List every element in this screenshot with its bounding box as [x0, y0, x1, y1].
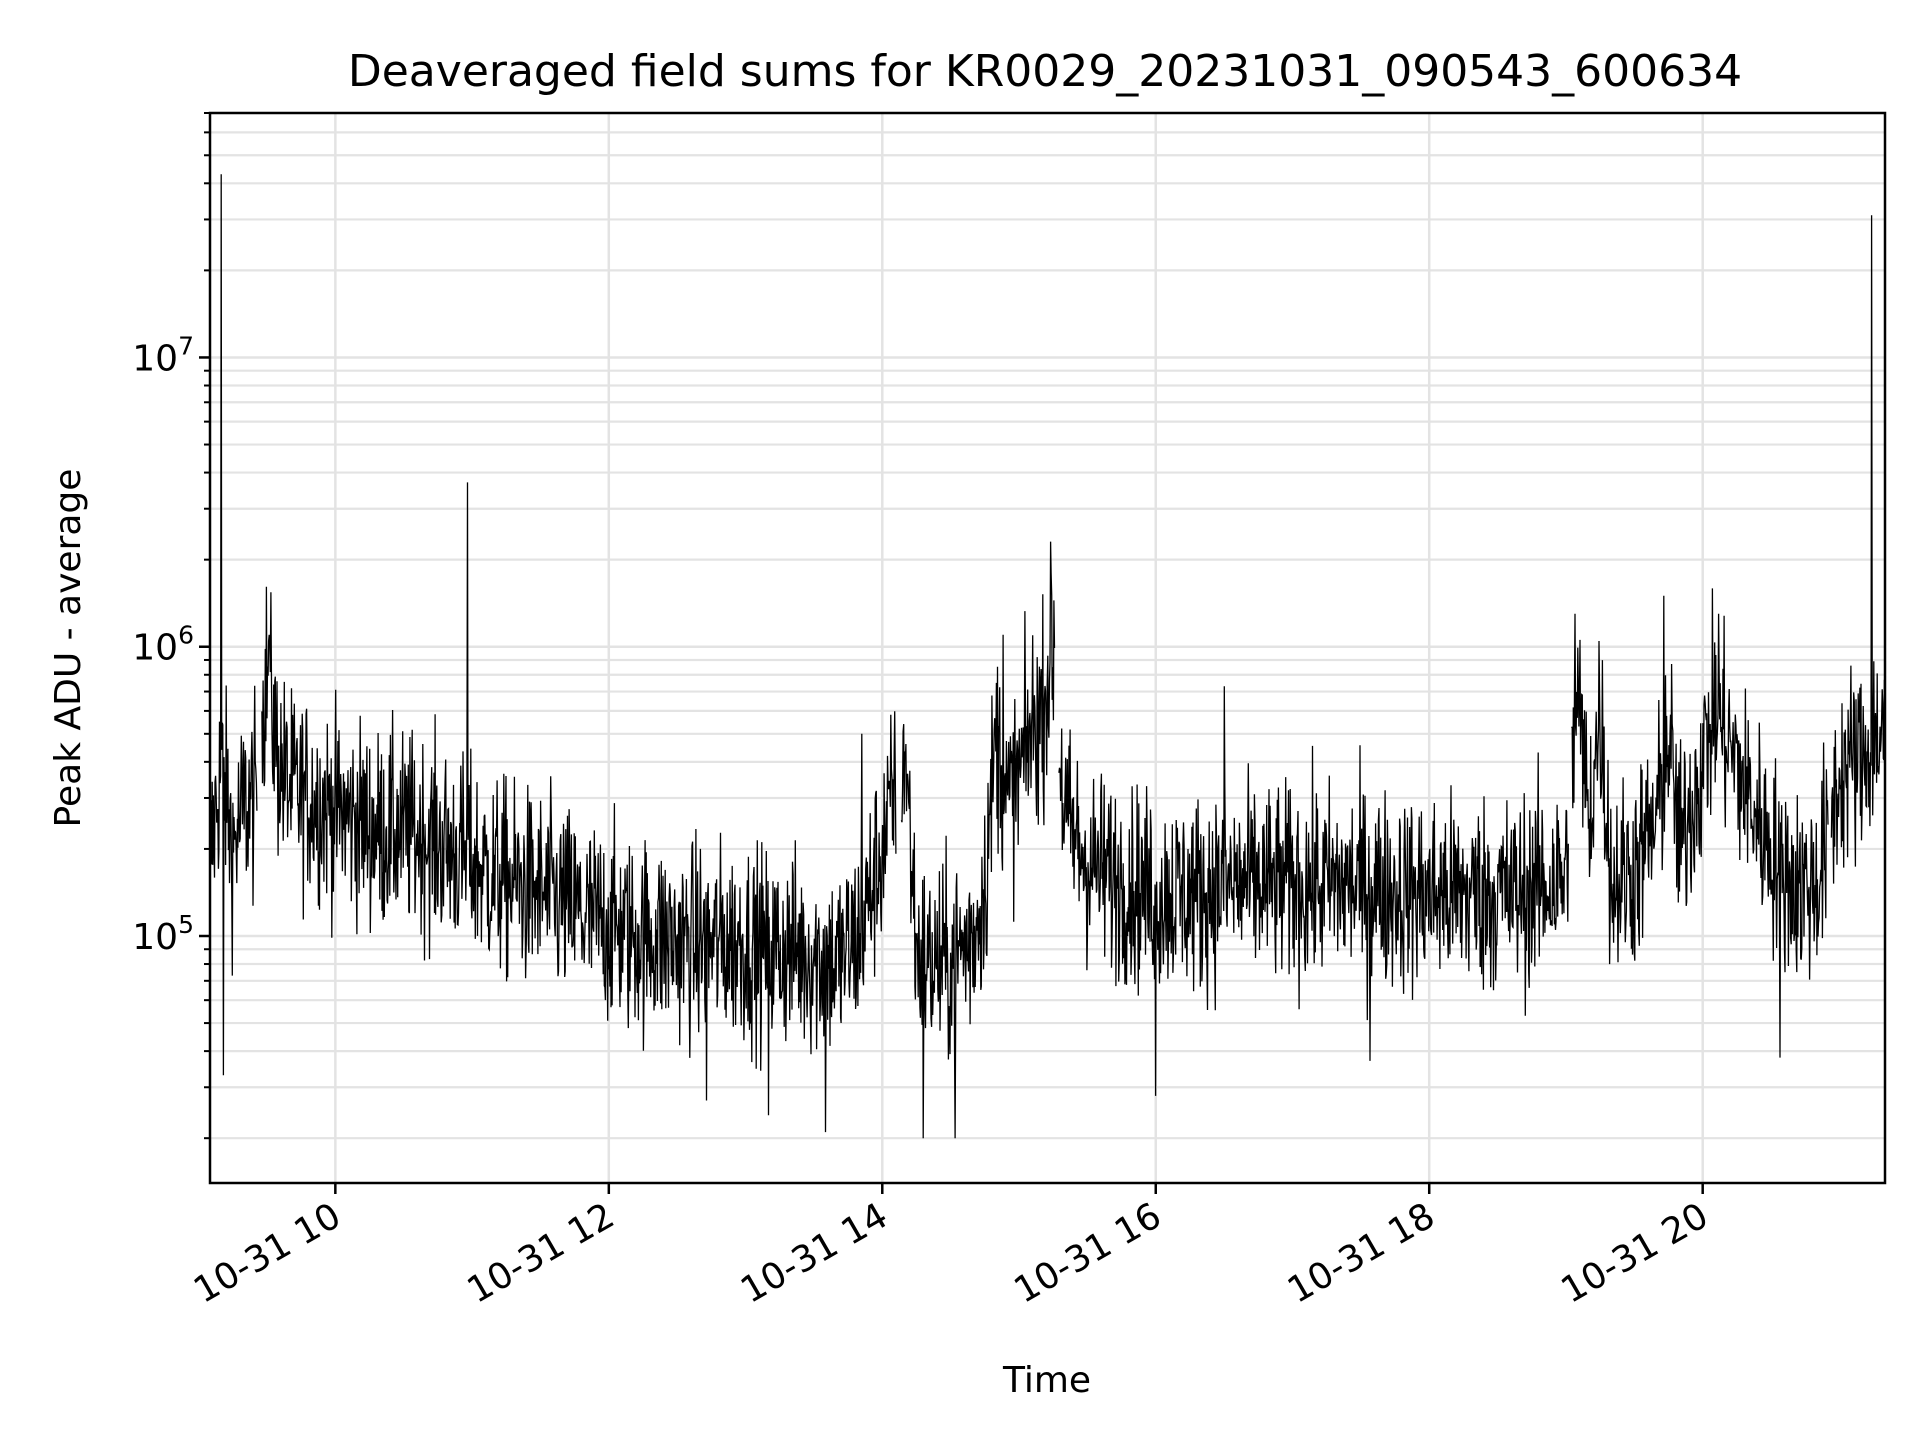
x-tick-label: 10-31 18: [1281, 1195, 1442, 1311]
x-tick-label: 10-31 10: [187, 1195, 348, 1311]
y-tick-label: 105: [132, 910, 194, 958]
x-tick-label: 10-31 14: [734, 1195, 895, 1311]
x-tick-label: 10-31 16: [1008, 1195, 1169, 1311]
y-tick-label: 106: [132, 621, 194, 669]
y-axis-label: Peak ADU - average: [48, 469, 89, 828]
data-series-line: [210, 174, 1885, 1139]
x-tick-label: 10-31 20: [1555, 1195, 1716, 1311]
y-tick-label: 107: [132, 331, 194, 379]
x-axis-label: Time: [1002, 1360, 1091, 1401]
chart-title: Deaveraged field sums for KR0029_2023103…: [348, 46, 1742, 97]
data-layer: [210, 174, 1885, 1139]
plot-frame: [208, 111, 1887, 1185]
grid-layer: [210, 111, 1885, 1183]
x-tick-label: 10-31 12: [461, 1195, 622, 1311]
